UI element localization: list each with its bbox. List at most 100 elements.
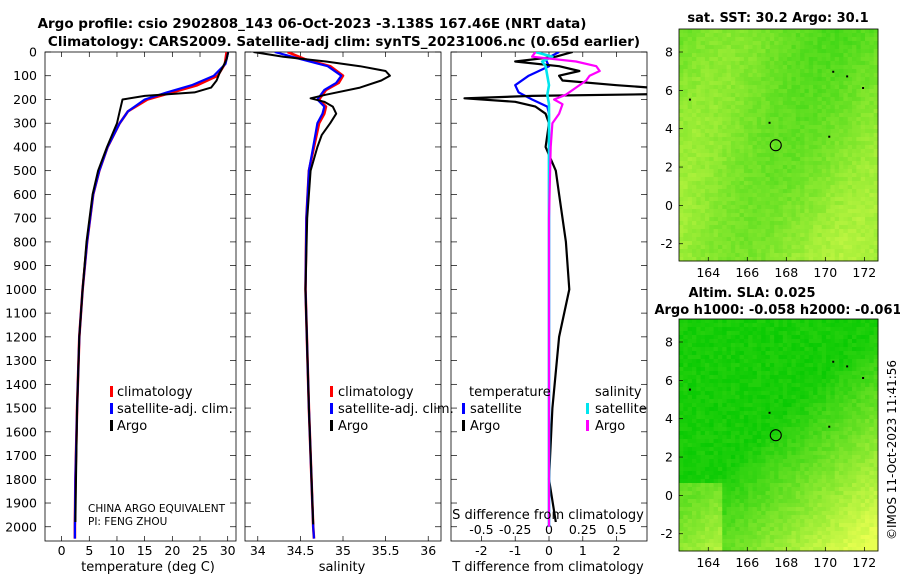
map-cell: [808, 419, 814, 424]
map-cell: [765, 85, 771, 90]
map-cell: [830, 49, 836, 54]
map-cell: [804, 237, 810, 242]
map-cell: [748, 343, 754, 348]
map-cell: [817, 463, 823, 468]
map-cell: [782, 93, 788, 98]
map-cell: [787, 519, 792, 524]
map-cell: [739, 57, 745, 62]
map-cell: [865, 57, 870, 62]
map-cell: [730, 97, 736, 102]
map-cell: [696, 367, 702, 372]
map-cell: [791, 65, 797, 70]
map-cell: [865, 65, 870, 70]
map-cell: [813, 69, 818, 74]
map-cell: [826, 249, 831, 254]
map-cell: [761, 45, 767, 50]
map-cell: [687, 157, 693, 162]
map-cell: [726, 49, 732, 54]
map-cell: [821, 363, 827, 368]
map-cell: [778, 487, 784, 492]
map-cell: [873, 197, 879, 202]
map-cell: [787, 327, 792, 332]
map-cell: [813, 459, 818, 464]
map-cell: [765, 483, 771, 488]
map-cell: [679, 117, 684, 122]
map-cell: [717, 523, 723, 528]
map-cell: [813, 503, 818, 508]
map-cell: [683, 129, 689, 134]
map-cell: [679, 347, 684, 352]
map-cell: [730, 49, 736, 54]
map-cell: [813, 451, 818, 456]
map-cell: [761, 97, 767, 102]
map-cell: [704, 57, 710, 62]
map-cell: [717, 225, 723, 230]
map-cell: [852, 105, 857, 110]
map-cell: [795, 241, 801, 246]
map-cell: [856, 189, 862, 194]
map-cell: [752, 423, 758, 428]
map-cell: [735, 531, 741, 536]
map-cell: [756, 117, 762, 122]
map-cell: [800, 507, 805, 512]
map-cell: [713, 467, 719, 472]
map-cell: [821, 523, 827, 528]
map-cell: [722, 327, 728, 332]
map-cell: [778, 49, 784, 54]
map-cell: [756, 133, 762, 138]
map-cell: [774, 447, 779, 452]
map-cell: [834, 105, 840, 110]
map-cell: [787, 359, 792, 364]
map-cell: [769, 257, 775, 262]
map-cell: [865, 217, 870, 222]
map-cell: [787, 531, 792, 536]
map-cell: [787, 319, 792, 324]
map-cell: [782, 53, 788, 58]
map-cell: [743, 403, 749, 408]
map-cell: [735, 499, 741, 504]
map-cell: [869, 85, 875, 90]
map-cell: [804, 363, 810, 368]
map-cell: [761, 347, 767, 352]
map-cell: [691, 29, 697, 34]
map-cell: [700, 145, 706, 150]
map-cell: [696, 327, 702, 332]
map-cell: [778, 327, 784, 332]
map-cell: [713, 77, 719, 82]
map-cell: [704, 149, 710, 154]
map-cell: [830, 93, 836, 98]
map-cell: [830, 45, 836, 50]
map-cell: [709, 491, 715, 496]
map-cell: [722, 495, 728, 500]
map-cell: [687, 467, 693, 472]
map-cell: [852, 109, 857, 114]
map-cell: [813, 523, 818, 528]
map-cell: [717, 387, 723, 392]
map-cell: [761, 515, 767, 520]
map-cell: [804, 395, 810, 400]
map-cell: [830, 125, 836, 130]
map-cell: [748, 531, 754, 536]
map-cell: [791, 519, 797, 524]
map-cell: [761, 149, 767, 154]
map-cell: [774, 209, 779, 214]
map-cell: [726, 93, 732, 98]
map-cell: [739, 125, 745, 130]
map-cell: [765, 49, 771, 54]
map-cell: [791, 37, 797, 42]
map-cell: [756, 471, 762, 476]
map-cell: [679, 233, 684, 238]
map-cell: [782, 395, 788, 400]
map-cell: [687, 189, 693, 194]
map-cell: [834, 117, 840, 122]
map-cell: [730, 73, 736, 78]
map-cell: [787, 81, 792, 86]
map-cell: [869, 165, 875, 170]
map-cell: [834, 45, 840, 50]
map-cell: [804, 487, 810, 492]
map-cell: [769, 121, 775, 126]
map-cell: [847, 241, 853, 246]
map-cell: [800, 133, 805, 138]
map-cell: [752, 85, 758, 90]
map-cell: [691, 343, 697, 348]
